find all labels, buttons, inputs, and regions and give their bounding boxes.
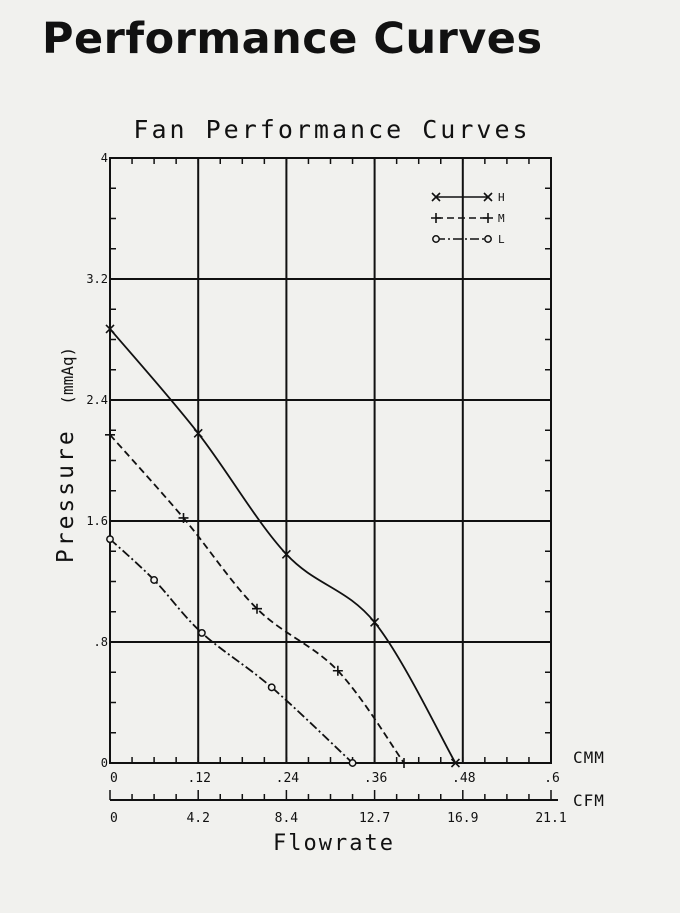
y-axis-ticks: 0 .8 1.6 2.4 3.2 4 bbox=[86, 151, 108, 770]
y-tick-label: 3.2 bbox=[86, 272, 108, 286]
legend-marker-l bbox=[484, 235, 492, 243]
page-heading: Performance Curves bbox=[42, 14, 543, 64]
y-axis-label: Pressure (mmAq) bbox=[53, 347, 79, 563]
x-tick-label: .36 bbox=[364, 771, 387, 786]
minor-ticks bbox=[109, 157, 552, 764]
chart-title: Fan Performance Curves bbox=[133, 115, 530, 144]
y-tick-label: 2.4 bbox=[86, 393, 108, 407]
data-point-h bbox=[370, 617, 380, 627]
data-point-l bbox=[197, 628, 206, 637]
x-unit-cmm: CMM bbox=[573, 748, 605, 767]
data-point-m bbox=[252, 603, 262, 614]
y-axis-unit: (mmAq) bbox=[58, 347, 77, 405]
data-point-h bbox=[193, 428, 203, 438]
cfm-tick-label: 8.4 bbox=[275, 811, 299, 826]
data-point-h bbox=[450, 758, 461, 768]
x-axis-ticks-cmm: 0 .12 .24 .36 .48 .6 bbox=[110, 771, 560, 786]
x-unit-cfm: CFM bbox=[573, 791, 605, 810]
legend-marker-h bbox=[431, 192, 441, 202]
y-tick-label: 1.6 bbox=[86, 514, 108, 528]
x-tick-label: .12 bbox=[187, 771, 210, 786]
cfm-tick-label: 12.7 bbox=[359, 811, 390, 826]
x-tick-label: 0 bbox=[110, 771, 118, 786]
legend-marker-m bbox=[431, 213, 441, 223]
cfm-tick-label: 21.1 bbox=[535, 811, 566, 826]
data-point-m bbox=[178, 512, 189, 523]
cfm-tick-label: 4.2 bbox=[186, 811, 209, 826]
chart-grid bbox=[109, 157, 552, 764]
series-h bbox=[105, 324, 461, 768]
x-tick-label: .6 bbox=[544, 771, 560, 786]
y-tick-label: 0 bbox=[101, 756, 108, 770]
cfm-tick-label: 0 bbox=[110, 811, 118, 826]
data-point-h bbox=[281, 549, 291, 559]
legend-marker-h bbox=[483, 192, 493, 202]
chart-legend: HML bbox=[431, 191, 505, 246]
data-point-m bbox=[105, 429, 115, 440]
x-tick-label: .24 bbox=[276, 771, 300, 786]
plot-frame bbox=[109, 157, 552, 764]
data-point-m bbox=[332, 665, 343, 676]
cfm-tick-label: 16.9 bbox=[447, 811, 478, 826]
series-l bbox=[106, 535, 357, 767]
x-axis-ticks-cfm: 0 4.2 8.4 12.7 16.9 21.1 bbox=[109, 790, 567, 826]
data-point-m bbox=[399, 758, 409, 768]
legend-label-m: M bbox=[498, 212, 505, 225]
series-layer bbox=[105, 324, 461, 768]
x-tick-label: .48 bbox=[452, 771, 475, 786]
y-axis-label-text: Pressure bbox=[53, 428, 79, 563]
series-line-m bbox=[109, 434, 405, 764]
legend-label-l: L bbox=[498, 233, 505, 246]
y-tick-label: 4 bbox=[101, 151, 108, 165]
data-point-h bbox=[105, 324, 115, 334]
data-point-l bbox=[150, 576, 159, 584]
y-tick-label: .8 bbox=[94, 635, 108, 649]
legend-marker-l bbox=[432, 235, 440, 243]
data-point-l bbox=[348, 759, 357, 767]
data-point-l bbox=[106, 535, 114, 544]
series-line-l bbox=[109, 538, 354, 764]
data-point-l bbox=[267, 683, 276, 692]
series-line-h bbox=[109, 328, 457, 764]
legend-label-h: H bbox=[498, 191, 505, 204]
series-m bbox=[105, 429, 409, 768]
x-axis-label: Flowrate bbox=[273, 831, 395, 856]
legend-marker-m bbox=[483, 213, 493, 223]
